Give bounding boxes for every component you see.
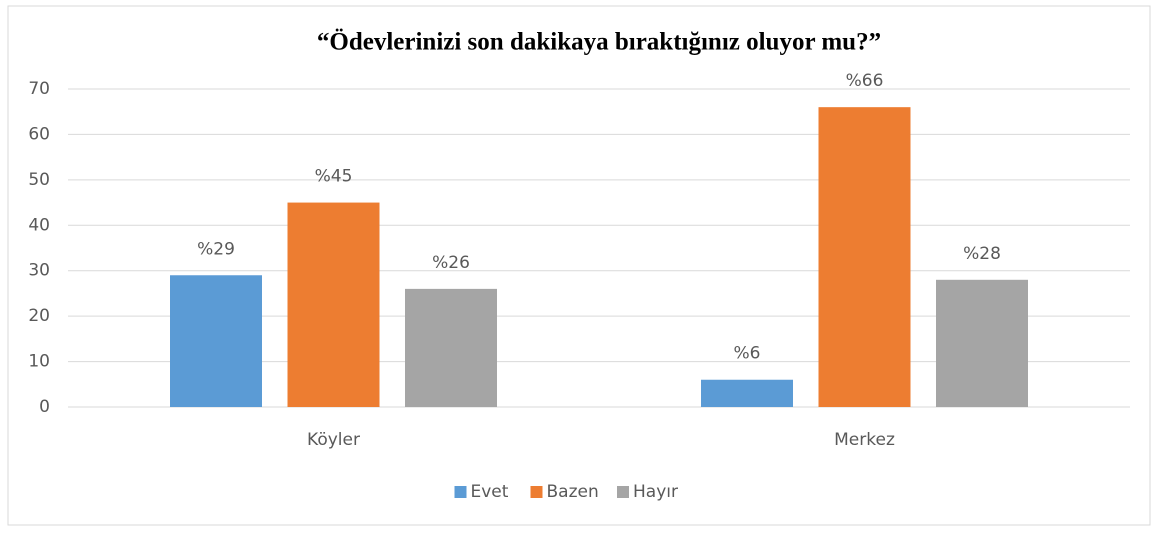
y-tick-label: 0 xyxy=(39,397,50,417)
data-label: %66 xyxy=(846,71,884,91)
legend-swatch xyxy=(617,486,629,498)
data-label: %6 xyxy=(734,344,761,364)
chart-border xyxy=(7,5,1151,526)
bar xyxy=(701,379,793,407)
data-label: %28 xyxy=(963,244,1001,264)
data-label: %29 xyxy=(197,239,235,259)
y-tick-label: 60 xyxy=(28,124,50,144)
bar xyxy=(170,275,262,407)
chart-title: “Ödevlerinizi son dakikaya bıraktığınız … xyxy=(317,29,881,56)
bar xyxy=(818,107,911,408)
y-tick-label: 30 xyxy=(28,261,50,281)
x-tick-label: Merkez xyxy=(834,430,895,450)
legend-swatch xyxy=(530,486,543,498)
y-tick-label: 40 xyxy=(28,215,50,235)
legend-label: Hayır xyxy=(633,482,678,502)
x-tick-label: Köyler xyxy=(307,430,360,450)
y-tick-label: 70 xyxy=(28,79,50,99)
legend-label: Bazen xyxy=(547,482,599,502)
y-tick-label: 50 xyxy=(28,170,50,190)
y-tick-label: 10 xyxy=(28,352,50,372)
data-label: %45 xyxy=(315,167,353,187)
legend-swatch xyxy=(454,486,467,498)
bar xyxy=(936,279,1028,407)
data-label: %26 xyxy=(432,253,470,273)
legend-label: Evet xyxy=(471,482,509,502)
bar xyxy=(287,202,380,407)
y-tick-label: 20 xyxy=(28,306,50,326)
bar xyxy=(405,288,497,407)
